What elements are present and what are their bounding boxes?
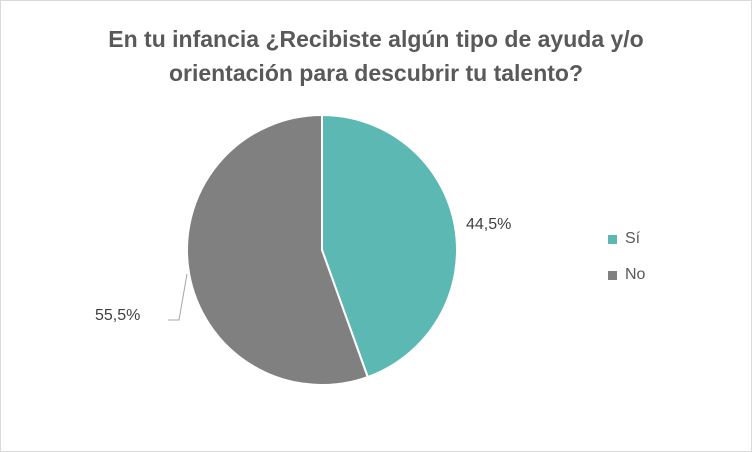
data-label-si: 44,5% [466, 216, 511, 233]
pie-slice-no [186, 113, 370, 386]
data-label-no: 55,5% [95, 307, 140, 324]
chart-title-line-1: En tu infancia ¿Recibiste algún tipo de … [108, 26, 644, 52]
legend-swatch-no [608, 270, 617, 280]
chart-title: En tu infancia ¿Recibiste algún tipo de … [0, 22, 752, 90]
legend: Sí No [608, 229, 645, 301]
legend-swatch-si [608, 234, 617, 244]
pie-slice-si [321, 113, 458, 379]
chart-title-line-2: orientación para descubrir tu talento? [168, 60, 584, 86]
leader-line-no [168, 273, 188, 321]
legend-item-si: Sí [608, 229, 645, 249]
legend-item-no: No [608, 265, 645, 285]
pie-slices [186, 113, 458, 386]
legend-label-no: No [625, 266, 646, 283]
legend-label-si: Sí [625, 230, 641, 247]
